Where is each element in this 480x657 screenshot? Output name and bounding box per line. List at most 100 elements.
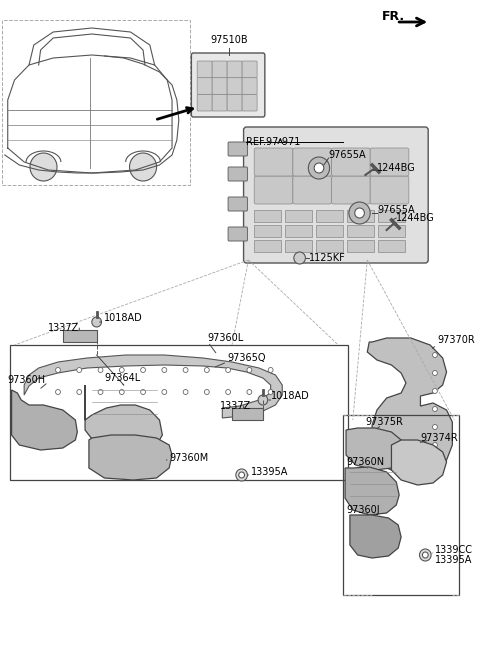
- Text: 1018AD: 1018AD: [104, 313, 143, 323]
- Circle shape: [294, 252, 305, 264]
- FancyBboxPatch shape: [370, 148, 409, 176]
- FancyBboxPatch shape: [212, 95, 227, 111]
- Circle shape: [98, 390, 103, 394]
- Circle shape: [120, 390, 124, 394]
- Circle shape: [183, 390, 188, 394]
- FancyBboxPatch shape: [332, 148, 370, 176]
- Polygon shape: [232, 408, 263, 420]
- Circle shape: [162, 367, 167, 373]
- FancyBboxPatch shape: [293, 176, 332, 204]
- Circle shape: [314, 163, 324, 173]
- Text: 1244BG: 1244BG: [396, 213, 435, 223]
- FancyBboxPatch shape: [293, 148, 332, 176]
- FancyBboxPatch shape: [242, 78, 257, 95]
- Circle shape: [141, 390, 145, 394]
- Text: 97510B: 97510B: [210, 35, 248, 45]
- Circle shape: [226, 367, 230, 373]
- FancyBboxPatch shape: [242, 61, 257, 78]
- FancyBboxPatch shape: [347, 225, 374, 237]
- Circle shape: [77, 390, 82, 394]
- FancyBboxPatch shape: [316, 225, 343, 237]
- FancyBboxPatch shape: [316, 210, 343, 222]
- Text: 1337Z: 1337Z: [48, 323, 80, 333]
- FancyBboxPatch shape: [228, 167, 248, 181]
- Circle shape: [420, 549, 431, 561]
- Polygon shape: [89, 435, 172, 480]
- Text: 13395A: 13395A: [435, 555, 472, 565]
- Circle shape: [77, 367, 82, 373]
- Polygon shape: [392, 440, 446, 485]
- Polygon shape: [367, 338, 452, 475]
- Text: 97364L: 97364L: [104, 373, 141, 383]
- FancyBboxPatch shape: [378, 210, 405, 222]
- Circle shape: [432, 424, 437, 430]
- Text: 97360M: 97360M: [169, 453, 208, 463]
- Text: 97375R: 97375R: [365, 417, 403, 427]
- FancyBboxPatch shape: [285, 240, 312, 252]
- Text: 97360N: 97360N: [346, 457, 384, 467]
- Text: 97655A: 97655A: [377, 205, 415, 215]
- Text: 97655A: 97655A: [329, 150, 366, 160]
- Circle shape: [226, 390, 230, 394]
- Text: 97370R: 97370R: [437, 335, 475, 345]
- FancyBboxPatch shape: [228, 227, 248, 241]
- Circle shape: [130, 153, 156, 181]
- Text: 97374R: 97374R: [420, 433, 458, 443]
- FancyBboxPatch shape: [378, 225, 405, 237]
- Circle shape: [355, 208, 364, 218]
- FancyBboxPatch shape: [228, 142, 248, 156]
- FancyBboxPatch shape: [192, 53, 265, 117]
- FancyBboxPatch shape: [378, 240, 405, 252]
- Circle shape: [204, 367, 209, 373]
- Text: 1337Z: 1337Z: [220, 401, 252, 411]
- FancyBboxPatch shape: [197, 78, 212, 95]
- Polygon shape: [350, 515, 401, 558]
- Circle shape: [56, 367, 60, 373]
- Text: REF.97-971: REF.97-971: [246, 137, 301, 147]
- Polygon shape: [24, 355, 282, 418]
- FancyBboxPatch shape: [254, 148, 293, 176]
- Circle shape: [92, 317, 101, 327]
- Text: 1125KF: 1125KF: [309, 253, 346, 263]
- FancyBboxPatch shape: [285, 210, 312, 222]
- Circle shape: [239, 472, 244, 478]
- Text: 1244BG: 1244BG: [377, 163, 416, 173]
- Text: 97360J: 97360J: [346, 505, 380, 515]
- Circle shape: [56, 390, 60, 394]
- Circle shape: [258, 395, 268, 405]
- FancyBboxPatch shape: [212, 78, 227, 95]
- Circle shape: [247, 367, 252, 373]
- FancyBboxPatch shape: [254, 240, 281, 252]
- FancyBboxPatch shape: [242, 95, 257, 111]
- Circle shape: [432, 443, 437, 447]
- FancyBboxPatch shape: [254, 225, 281, 237]
- Polygon shape: [63, 330, 96, 342]
- Text: 13395A: 13395A: [252, 467, 288, 477]
- Circle shape: [308, 157, 330, 179]
- Circle shape: [432, 388, 437, 394]
- Circle shape: [432, 353, 437, 357]
- Text: 97365Q: 97365Q: [227, 353, 265, 363]
- Circle shape: [98, 367, 103, 373]
- FancyBboxPatch shape: [370, 176, 409, 204]
- FancyBboxPatch shape: [254, 176, 293, 204]
- Circle shape: [268, 367, 273, 373]
- Text: 97360H: 97360H: [8, 375, 46, 385]
- Polygon shape: [85, 385, 162, 452]
- Circle shape: [432, 407, 437, 411]
- FancyBboxPatch shape: [254, 210, 281, 222]
- FancyBboxPatch shape: [316, 240, 343, 252]
- Circle shape: [120, 367, 124, 373]
- Polygon shape: [12, 390, 77, 450]
- FancyBboxPatch shape: [197, 95, 212, 111]
- Circle shape: [162, 390, 167, 394]
- Circle shape: [30, 153, 57, 181]
- Text: 97360L: 97360L: [208, 333, 244, 343]
- Polygon shape: [345, 467, 399, 515]
- FancyBboxPatch shape: [197, 61, 212, 78]
- Circle shape: [432, 371, 437, 376]
- Circle shape: [204, 390, 209, 394]
- FancyBboxPatch shape: [212, 61, 227, 78]
- Circle shape: [141, 367, 145, 373]
- Circle shape: [247, 390, 252, 394]
